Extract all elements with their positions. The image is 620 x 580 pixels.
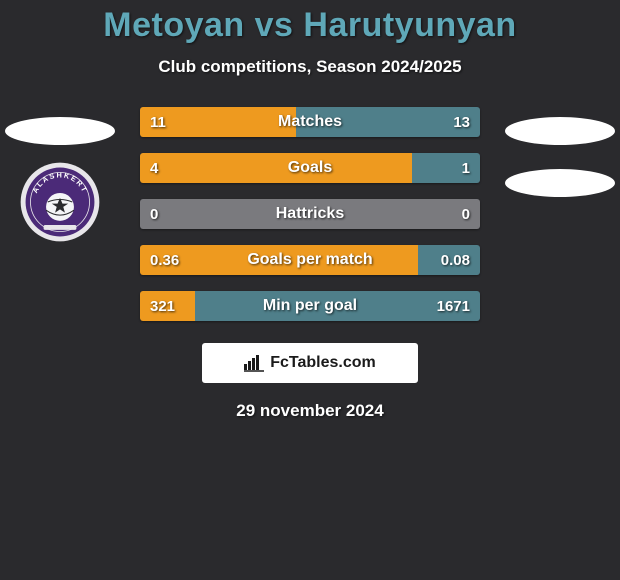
page-title: Metoyan vs Harutyunyan	[0, 6, 620, 45]
stat-bar-row: 41Goals	[140, 153, 480, 183]
club-badge-placeholder	[505, 169, 615, 197]
right-player-column	[500, 107, 620, 197]
brand-attribution[interactable]: FcTables.com	[202, 343, 418, 383]
left-player-column: ALASHKERT	[0, 107, 120, 243]
stat-bar-row: 3211671Min per goal	[140, 291, 480, 321]
brand-label: FcTables.com	[270, 354, 376, 372]
club-badge-left: ALASHKERT	[19, 161, 101, 243]
club-crest-icon: ALASHKERT	[19, 161, 101, 243]
stat-label: Goals per match	[140, 245, 480, 275]
page-subtitle: Club competitions, Season 2024/2025	[0, 57, 620, 77]
snapshot-date: 29 november 2024	[0, 401, 620, 421]
player-photo-placeholder	[5, 117, 115, 145]
stat-label: Hattricks	[140, 199, 480, 229]
stat-bar-row: 1113Matches	[140, 107, 480, 137]
stat-label: Goals	[140, 153, 480, 183]
main-area: ALASHKERT 1113Matches 41Goals 00Hattricks 0…	[0, 107, 620, 321]
bar-chart-icon	[244, 354, 264, 372]
stat-label: Matches	[140, 107, 480, 137]
player-photo-placeholder	[505, 117, 615, 145]
infographic-container: Metoyan vs Harutyunyan Club competitions…	[0, 0, 620, 421]
stat-label: Min per goal	[140, 291, 480, 321]
comparison-bars: 1113Matches 41Goals 00Hattricks 0.360.08Goa…	[140, 107, 480, 321]
stat-bar-row: 00Hattricks	[140, 199, 480, 229]
stat-bar-row: 0.360.08Goals per match	[140, 245, 480, 275]
